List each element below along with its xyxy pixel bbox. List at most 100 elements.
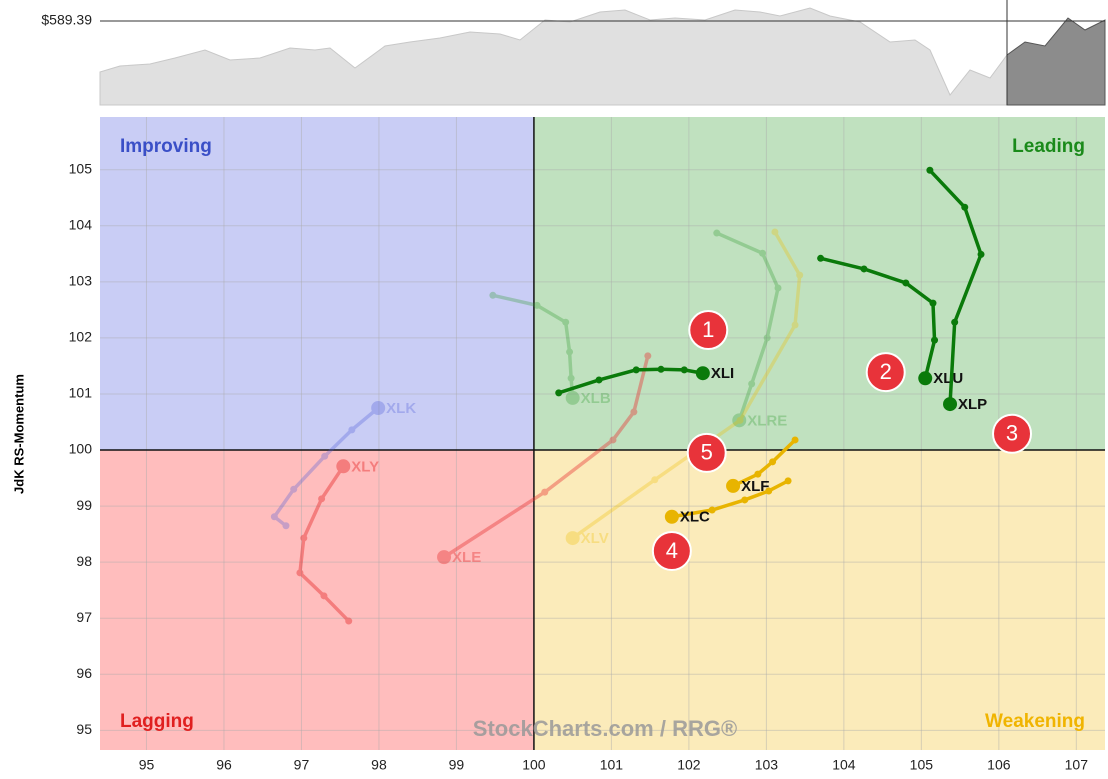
series-label: XLI (711, 365, 734, 382)
x-tick-label: 107 (1065, 757, 1089, 773)
tail-point (318, 495, 326, 503)
y-tick-label: 104 (69, 216, 93, 232)
series: XLU (817, 254, 963, 387)
y-axis-label: JdK RS-Momentum (11, 374, 26, 494)
annotation-label: 5 (701, 440, 713, 465)
tail-point (977, 250, 985, 258)
tail-point (321, 452, 329, 460)
tail-point (290, 485, 298, 493)
series-label: XLP (958, 396, 987, 413)
series: XLB (489, 291, 611, 407)
y-tick-label: 97 (76, 609, 92, 625)
tail-point (759, 249, 767, 257)
tail-point (754, 470, 762, 478)
tail-point (926, 166, 934, 174)
tail-point (282, 522, 290, 530)
tail (443, 355, 650, 559)
y-tick-label: 96 (76, 665, 92, 681)
tail-point (748, 380, 756, 388)
tail-point (931, 336, 939, 344)
annotation-marker (865, 352, 906, 393)
tail (571, 231, 802, 540)
tail-point (566, 348, 574, 356)
tail-point (860, 265, 868, 273)
head-point (943, 397, 958, 412)
tail-point (902, 279, 910, 287)
tail-point (741, 496, 749, 504)
x-tick-label: 106 (987, 757, 1011, 773)
tail-point (736, 416, 744, 424)
tail-point (630, 408, 638, 416)
series-label: XLB (581, 390, 611, 407)
y-tick-label: 103 (69, 273, 93, 289)
x-tick-label: 99 (449, 757, 465, 773)
quadrant (100, 117, 534, 451)
x-tick-label: 105 (910, 757, 934, 773)
head-point (918, 371, 933, 386)
tail-point (541, 488, 549, 496)
tail (820, 256, 937, 379)
x-tick-label: 95 (139, 757, 155, 773)
head-point (664, 509, 679, 524)
series: XLP (926, 166, 987, 413)
tail-point (348, 426, 356, 434)
y-tick-label: 98 (76, 553, 92, 569)
series-label: XLC (680, 509, 710, 526)
series-label: XLV (581, 530, 609, 547)
tail-point (555, 389, 563, 397)
tail-point (562, 318, 570, 326)
tail-point (609, 436, 617, 444)
annotation-label: 2 (880, 359, 892, 384)
quadrant-label: Weakening (985, 711, 1085, 732)
tail-point (951, 318, 959, 326)
series: XLK (270, 400, 416, 530)
y-tick-label: 100 (69, 441, 93, 457)
tail-point (713, 229, 721, 237)
tail-point (533, 301, 541, 309)
series: XLF (726, 436, 799, 495)
tail (298, 465, 350, 623)
y-tick-label: 95 (76, 721, 92, 737)
x-tick-label: 97 (294, 757, 310, 773)
head-point (371, 400, 386, 415)
tail-point (300, 534, 308, 542)
series: XLRE (713, 229, 787, 429)
series: XLE (437, 352, 652, 566)
head-point (732, 413, 747, 428)
benchmark-area (99, 7, 1008, 106)
annotation-label: 1 (702, 317, 714, 342)
annotation-marker (992, 413, 1033, 454)
annotation-marker (651, 530, 692, 571)
benchmark-area-recent (1006, 17, 1106, 106)
tail-point (796, 271, 804, 279)
tail-point (708, 506, 716, 514)
tail-point (657, 365, 665, 373)
tail-point (929, 299, 937, 307)
series-label: XLY (351, 458, 379, 475)
tail-point (489, 291, 497, 299)
head-point (565, 390, 580, 405)
tail-point (595, 376, 603, 384)
quadrant (533, 117, 1105, 451)
head-point (695, 366, 710, 381)
y-tick-label: 99 (76, 497, 92, 513)
tail-point (320, 592, 328, 600)
tail-point (644, 352, 652, 360)
tail-point (651, 476, 659, 484)
tail-point (632, 366, 640, 374)
annotation-marker (688, 310, 729, 351)
tail-point (774, 284, 782, 292)
series: XLV (565, 228, 804, 547)
series-label: XLK (386, 400, 416, 417)
y-tick-label: 105 (69, 160, 93, 176)
tail-point (784, 477, 792, 485)
head-point (565, 531, 580, 546)
annotation-label: 4 (666, 538, 678, 563)
x-tick-label: 101 (600, 757, 624, 773)
series-label: XLU (933, 370, 963, 387)
tail-point (769, 458, 777, 466)
tail-point (345, 617, 353, 625)
series: XLY (296, 458, 379, 625)
quadrant-label: Lagging (120, 711, 194, 732)
